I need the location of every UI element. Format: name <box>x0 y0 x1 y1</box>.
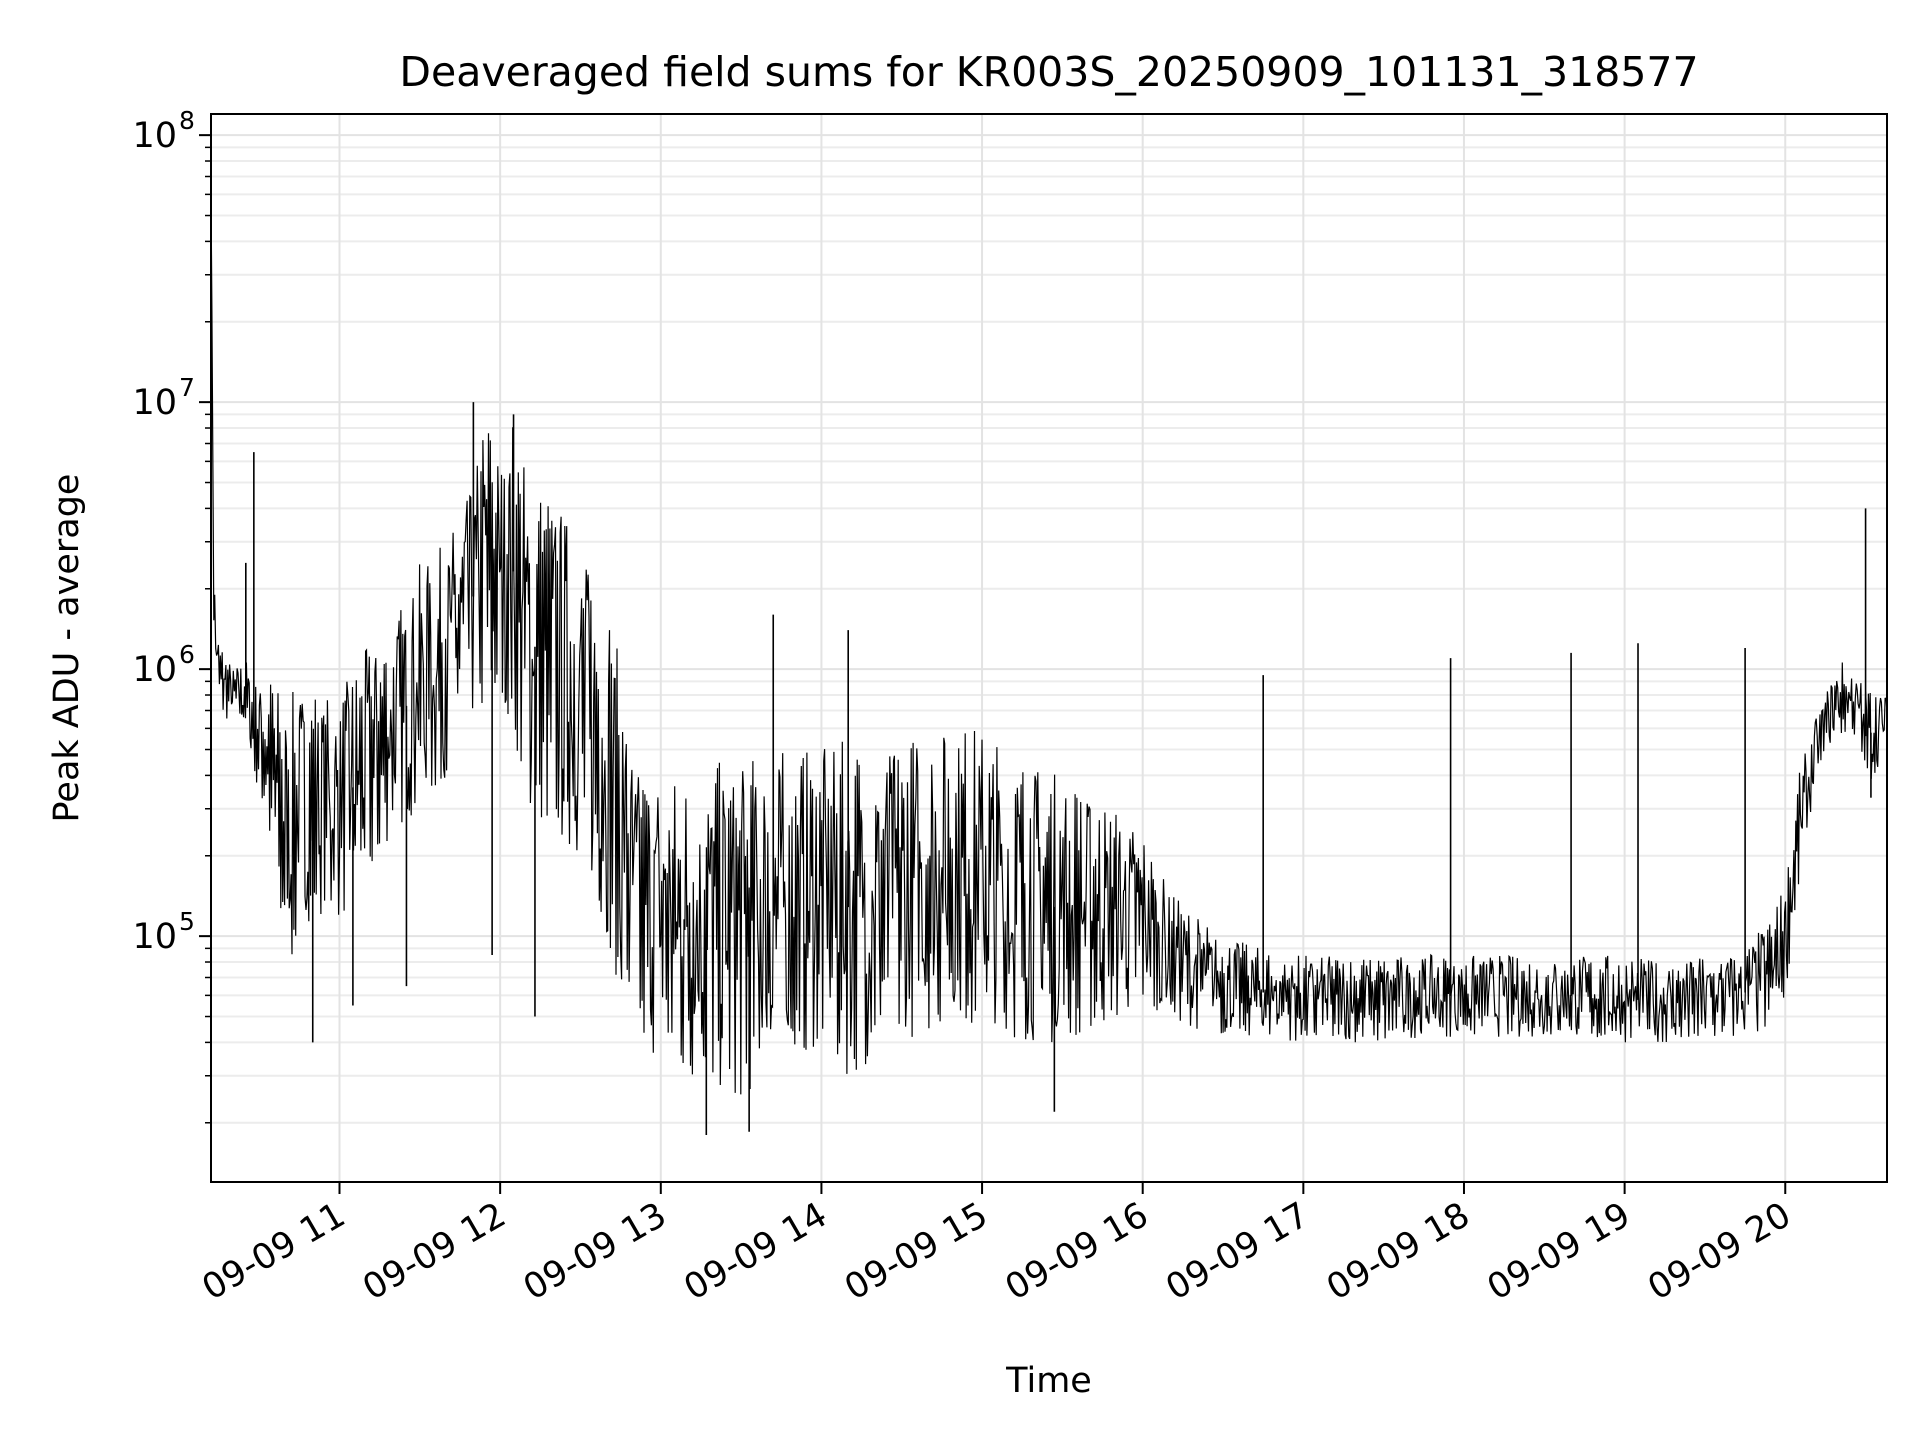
y-tick-base: 10 <box>132 383 177 423</box>
plot-area <box>211 114 1887 1182</box>
axes-frame <box>210 113 1888 1183</box>
y-tick-exponent: 8 <box>179 106 195 135</box>
y-tick-label: 10 <box>132 917 177 957</box>
series-trace <box>210 194 1888 1095</box>
y-tick-base: 10 <box>132 650 177 690</box>
y-tick-label: 10 <box>132 650 177 690</box>
y-tick-exponent: 5 <box>179 907 195 936</box>
chart-title: Deaveraged field sums for KR003S_2025090… <box>399 48 1698 96</box>
y-tick-exponent: 6 <box>179 640 195 669</box>
x-axis-label: Time <box>1005 1361 1092 1401</box>
y-axis-label: Peak ADU - average <box>47 474 87 823</box>
minor-gridlines <box>205 146 1887 1124</box>
y-tick-label: 10 <box>132 116 177 156</box>
y-tick-base: 10 <box>132 917 177 957</box>
y-tick-label: 10 <box>132 383 177 423</box>
y-tick-exponent: 7 <box>179 373 195 402</box>
series-line <box>210 194 1888 1135</box>
y-tick-base: 10 <box>132 116 177 156</box>
